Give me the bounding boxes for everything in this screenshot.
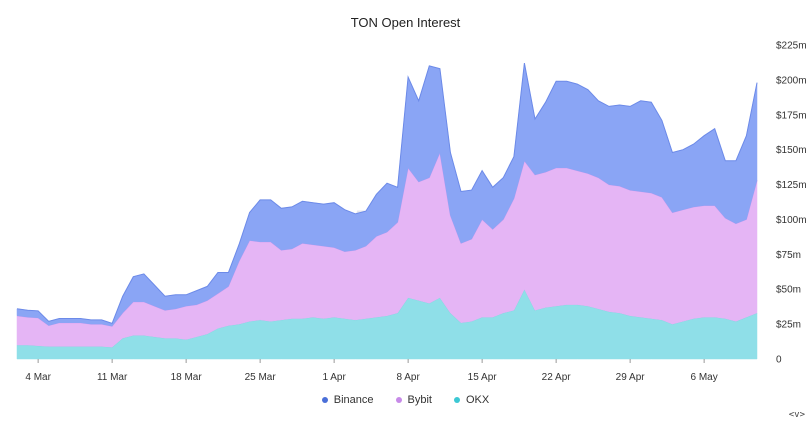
- legend-dot-icon: [454, 397, 460, 403]
- y-tick-label: $175m: [776, 110, 807, 121]
- y-tick-label: $25m: [776, 320, 801, 331]
- legend-item-binance[interactable]: Binance: [321, 394, 374, 406]
- x-tick-label: 18 Mar: [171, 372, 203, 383]
- legend-dot-icon: [321, 397, 328, 403]
- series-line-binance: [16, 63, 758, 325]
- chart-title: TON Open Interest: [350, 15, 461, 30]
- legend-dot-icon: [395, 397, 402, 403]
- x-tick-label: 29 Apr: [616, 372, 646, 383]
- x-tick-label: 11 Mar: [97, 372, 128, 383]
- x-tick-label: 25 Mar: [245, 372, 277, 383]
- legend-item-okx[interactable]: OKX: [454, 394, 489, 406]
- y-tick-label: $200m: [776, 75, 807, 86]
- series-areas: [16, 63, 758, 360]
- x-axis: 4 Mar 11 Mar 18 Mar 25 Mar 1 Apr 8 Apr 15 Apr 2…: [25, 359, 718, 383]
- x-tick-label: 8 Apr: [396, 372, 420, 383]
- x-tick-label: 6 May: [691, 372, 718, 383]
- legend-label: OKX: [466, 394, 490, 406]
- legend-item-bybit[interactable]: Bybit: [395, 394, 432, 406]
- x-tick-label: 15 Apr: [468, 372, 498, 383]
- legend-label: Bybit: [407, 394, 432, 406]
- y-tick-label: $125m: [776, 180, 807, 191]
- legend-label: Binance: [333, 394, 374, 406]
- y-axis: 0 $25m $50m $75m $100m $125m $150m $175m $200m $2…: [776, 41, 807, 366]
- y-tick-label: $100m: [776, 215, 807, 226]
- y-tick-label: 0: [776, 355, 782, 366]
- y-tick-label: $150m: [776, 145, 807, 156]
- y-tick-label: $225m: [776, 41, 807, 52]
- x-tick-label: 22 Apr: [542, 372, 572, 383]
- x-tick-label: 1 Apr: [322, 372, 346, 383]
- y-tick-label: $50m: [776, 285, 801, 296]
- legend: Binance Bybit OKX: [0, 394, 811, 406]
- collapse-toggle-icon[interactable]: <v>: [788, 410, 805, 420]
- x-tick-label: 4 Mar: [25, 372, 51, 383]
- y-tick-label: $75m: [776, 250, 801, 261]
